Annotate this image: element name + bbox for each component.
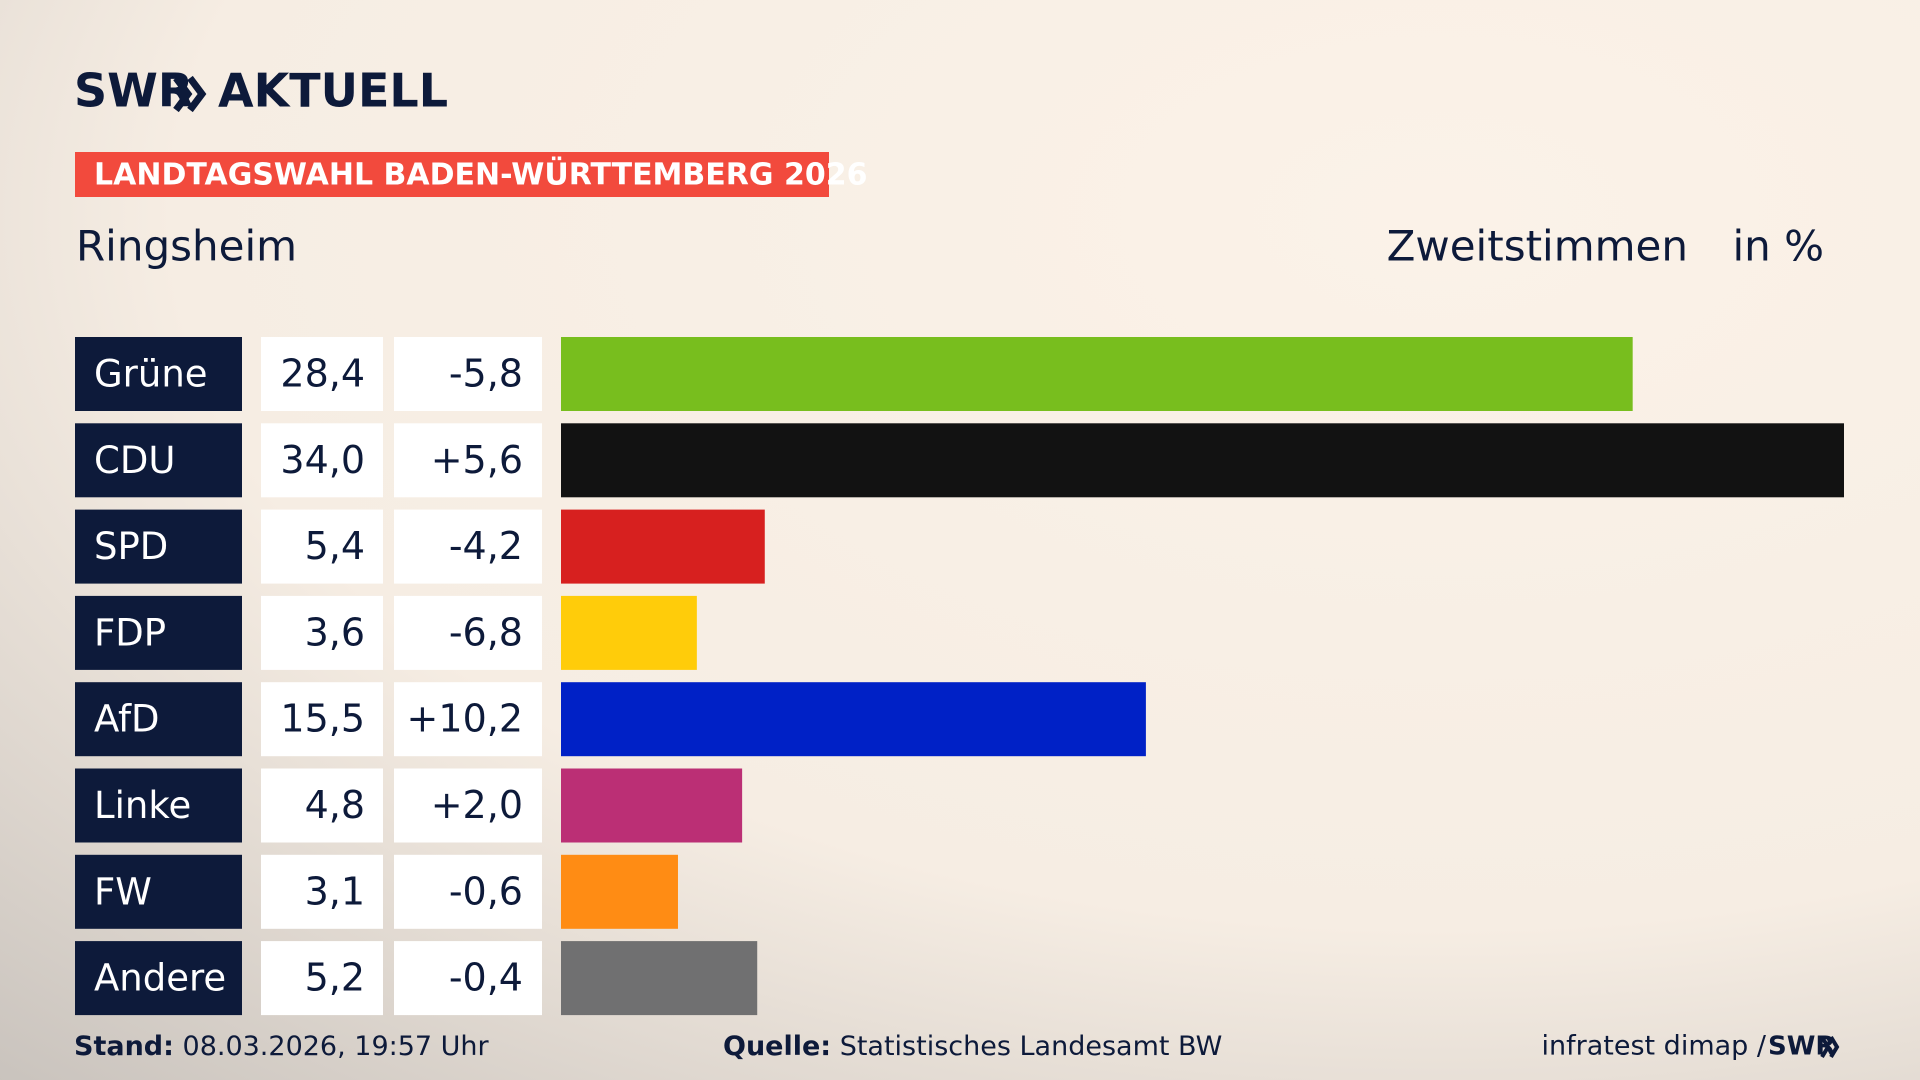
source: Statistisches Landesamt BW: [840, 1031, 1223, 1062]
value-label: 5,4: [305, 524, 365, 568]
bar: [561, 337, 1633, 411]
change-label: -0,6: [449, 869, 523, 913]
unit: in %: [1732, 222, 1824, 271]
value-label: 15,5: [280, 697, 365, 741]
change-box: [394, 509, 542, 584]
credit-brand: SWR: [1768, 1032, 1835, 1062]
party-label: Grüne: [94, 353, 208, 396]
value-label: 28,4: [280, 352, 365, 396]
party-box: [75, 854, 242, 929]
value-label: 5,2: [305, 956, 365, 1000]
banner: LANDTAGSWAHL BADEN-WÜRTTEMBERG 2026: [94, 156, 867, 193]
value-box: [261, 768, 383, 843]
brand-chevron: [173, 75, 207, 113]
bar: [561, 423, 1844, 498]
party-box: [75, 682, 242, 757]
party-box: [75, 423, 242, 498]
bar: [561, 682, 1146, 757]
source-label: Quelle:: [723, 1031, 831, 1062]
value-box: [261, 854, 383, 929]
change-label: +10,2: [407, 697, 523, 741]
rows: Grüne 28,4 -5,8 CDU 34,0 +5,6 SPD 5,4 -4,2 FDP 3,6…: [75, 337, 1844, 1016]
party-box: [75, 768, 242, 843]
value-label: 3,6: [305, 610, 365, 654]
value-label: 3,1: [305, 869, 365, 913]
footer: Stand: 08.03.2026, 19:57 Uhr: [74, 1031, 490, 1062]
value-box: [261, 337, 383, 411]
change-box: [394, 768, 542, 843]
change-label: -0,4: [449, 956, 523, 1000]
bar: [561, 854, 678, 929]
change-label: -5,8: [449, 352, 523, 396]
bar: [561, 941, 758, 1016]
change-label: -6,8: [449, 610, 523, 654]
party-label: SPD: [94, 525, 168, 568]
stand: 08.03.2026, 19:57 Uhr: [183, 1031, 490, 1062]
change-label: -4,2: [449, 524, 523, 568]
chart-title: Ringsheim: [76, 222, 297, 271]
party-label: FW: [94, 870, 152, 913]
value-box: [261, 941, 383, 1016]
value-label: 34,0: [280, 438, 365, 482]
party-label: Linke: [94, 784, 191, 827]
change-box: [394, 854, 542, 929]
change-box: [394, 423, 542, 498]
party-box: [75, 337, 242, 411]
value-box: [261, 595, 383, 670]
change-box: [394, 595, 542, 670]
brand: SWR: [74, 64, 193, 118]
change-label: +5,6: [431, 438, 523, 482]
change-box: [394, 682, 542, 757]
change-box: [394, 941, 542, 1016]
value-box: [261, 682, 383, 757]
party-label: CDU: [94, 439, 175, 482]
party-label: Andere: [94, 957, 226, 1000]
chart-subtitle: Zweitstimmen: [1387, 222, 1688, 271]
change-label: +2,0: [431, 783, 523, 827]
credit-chevron: [1820, 1035, 1840, 1059]
brand-suffix: AKTUELL: [218, 64, 448, 118]
party-box: [75, 941, 242, 1016]
value-box: [261, 509, 383, 584]
value-label: 4,8: [305, 783, 365, 827]
banner-bg: [75, 152, 829, 197]
party-label: AfD: [94, 698, 160, 741]
credit: infratest dimap /: [1541, 1031, 1766, 1062]
party-label: FDP: [94, 611, 166, 654]
stand-label: Stand:: [74, 1031, 174, 1062]
footer-source: Quelle: Statistisches Landesamt BW: [723, 1031, 1222, 1062]
party-box: [75, 595, 242, 670]
change-box: [394, 337, 542, 411]
bar: [561, 509, 765, 584]
party-box: [75, 509, 242, 584]
bar: [561, 768, 743, 843]
value-box: [261, 423, 383, 498]
bar: [561, 595, 697, 670]
